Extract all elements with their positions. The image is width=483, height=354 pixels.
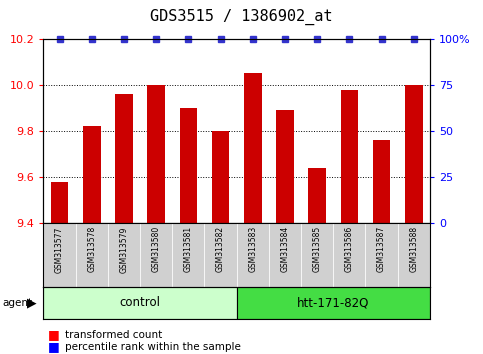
Text: ■: ■ [48, 328, 60, 341]
Bar [180, 108, 197, 223]
Text: ▶: ▶ [27, 296, 36, 309]
Bar [276, 110, 294, 223]
Text: GSM313577: GSM313577 [55, 226, 64, 273]
Text: GSM313581: GSM313581 [184, 226, 193, 272]
Bar [366, 223, 398, 287]
Text: control: control [120, 296, 160, 309]
Bar [76, 223, 108, 287]
Bar [140, 223, 172, 287]
Text: GSM313587: GSM313587 [377, 226, 386, 273]
Bar [301, 223, 333, 287]
Bar [83, 126, 100, 223]
Text: GDS3515 / 1386902_at: GDS3515 / 1386902_at [150, 9, 333, 25]
Text: GSM313584: GSM313584 [281, 226, 289, 273]
Text: GSM313578: GSM313578 [87, 226, 96, 273]
Bar [172, 223, 204, 287]
Text: GSM313586: GSM313586 [345, 226, 354, 273]
Bar [115, 94, 133, 223]
Text: GSM313582: GSM313582 [216, 226, 225, 272]
Text: htt-171-82Q: htt-171-82Q [297, 296, 369, 309]
Text: percentile rank within the sample: percentile rank within the sample [65, 342, 241, 352]
Text: GSM313579: GSM313579 [119, 226, 128, 273]
Text: ■: ■ [48, 341, 60, 353]
Bar [43, 223, 76, 287]
Text: GSM313580: GSM313580 [152, 226, 161, 273]
Bar [237, 287, 430, 319]
Bar [405, 85, 423, 223]
Bar [308, 168, 326, 223]
Text: GSM313583: GSM313583 [248, 226, 257, 273]
Bar [51, 182, 69, 223]
Text: transformed count: transformed count [65, 330, 162, 339]
Bar [147, 85, 165, 223]
Bar [108, 223, 140, 287]
Text: agent: agent [2, 298, 32, 308]
Text: GSM313588: GSM313588 [409, 226, 418, 272]
Bar [237, 223, 269, 287]
Bar [333, 223, 366, 287]
Bar [204, 223, 237, 287]
Bar [398, 223, 430, 287]
Text: GSM313585: GSM313585 [313, 226, 322, 273]
Bar [212, 131, 229, 223]
Bar [244, 73, 262, 223]
Bar [43, 287, 237, 319]
Bar [269, 223, 301, 287]
Bar [373, 140, 390, 223]
Bar [341, 90, 358, 223]
